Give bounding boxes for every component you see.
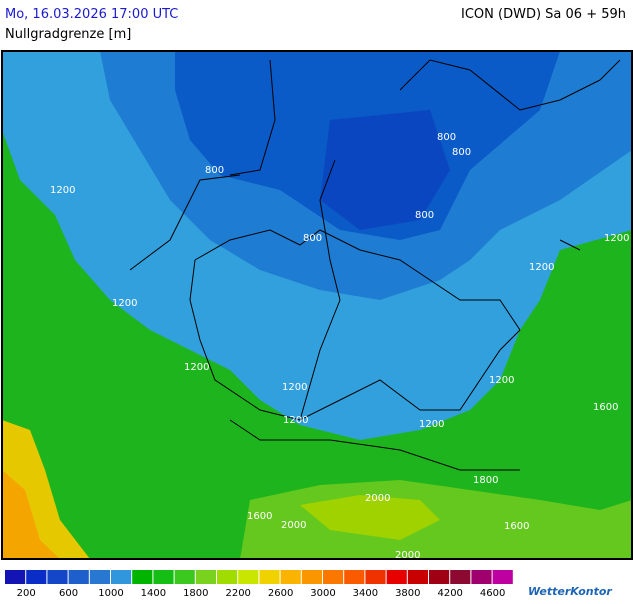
legend-label: 200 [17, 588, 36, 599]
legend-label: 4600 [480, 588, 505, 599]
legend-swatch [344, 570, 365, 584]
contour-label: 1200 [50, 185, 75, 196]
legend-swatch [217, 570, 238, 584]
legend-swatch [280, 570, 301, 584]
brand-logo: WetterKontor [528, 585, 612, 598]
legend-swatch [386, 570, 407, 584]
contour-label: 1200 [282, 382, 307, 393]
legend-swatch [471, 570, 492, 584]
legend-swatch [259, 570, 280, 584]
legend-label: 1400 [141, 588, 166, 599]
legend-swatch [323, 570, 344, 584]
legend-label: 2200 [225, 588, 250, 599]
map-frame [1, 50, 633, 560]
contour-label: 1200 [489, 375, 514, 386]
contour-label: 800 [415, 210, 434, 221]
contour-label: 1600 [593, 402, 618, 413]
alps-area [300, 495, 440, 540]
legend-swatch [365, 570, 386, 584]
border [194, 229, 521, 331]
border [189, 259, 521, 421]
legend-swatch [407, 570, 428, 584]
contour-labels: 800 800 800 800 800 1200 1200 1200 1200 … [50, 132, 629, 561]
legend: 200 600 1000 1400 1800 2200 2600 3000 3400 3800 42… [5, 570, 513, 599]
contour-label: 1600 [247, 511, 272, 522]
border [229, 419, 520, 471]
legend-swatch [450, 570, 471, 584]
contour-label: 1200 [283, 415, 308, 426]
legend-swatch [195, 570, 216, 584]
legend-swatch [89, 570, 110, 584]
contour-label: 1200 [184, 362, 209, 373]
legend-label: 3400 [353, 588, 378, 599]
legend-swatch [174, 570, 195, 584]
border [299, 159, 341, 421]
model-run: ICON (DWD) Sa 06 + 59h [461, 7, 626, 22]
contour-label: 1800 [473, 475, 498, 486]
legend-label: 1800 [183, 588, 208, 599]
legend-swatch [153, 570, 174, 584]
contour-label: 2000 [395, 550, 420, 561]
border [559, 59, 621, 251]
legend-label: 4200 [437, 588, 462, 599]
parameter: Nullgradgrenze [m] [5, 27, 131, 42]
legend-swatch [132, 570, 153, 584]
border [229, 59, 276, 176]
cold-area [320, 110, 450, 230]
contour-label: 1200 [604, 233, 629, 244]
map: 800 800 800 800 800 1200 1200 1200 1200 … [1, 50, 633, 561]
legend-swatch [68, 570, 89, 584]
legend-swatch [5, 570, 26, 584]
legend-swatch [111, 570, 132, 584]
warm-area [2, 470, 60, 559]
border [129, 174, 241, 271]
contour-label: 2000 [365, 493, 390, 504]
legend-swatch [429, 570, 450, 584]
legend-swatch [301, 570, 322, 584]
legend-swatch [47, 570, 68, 584]
contour-label: 800 [303, 233, 322, 244]
borders [129, 59, 621, 471]
legend-label: 3000 [310, 588, 335, 599]
contour-label: 2000 [281, 520, 306, 531]
contour-label: 800 [205, 165, 224, 176]
contour-label: 1200 [112, 298, 137, 309]
legend-label: 1000 [98, 588, 123, 599]
contour-label: 1600 [504, 521, 529, 532]
legend-swatch [238, 570, 259, 584]
contour-label: 800 [452, 147, 471, 158]
contour-label: 1200 [419, 419, 444, 430]
valid-time: Mo, 16.03.2026 17:00 UTC [5, 7, 178, 22]
legend-label: 2600 [268, 588, 293, 599]
legend-label: 600 [59, 588, 78, 599]
contour-label: 1200 [529, 262, 554, 273]
legend-label: 3800 [395, 588, 420, 599]
contour-label: 800 [437, 132, 456, 143]
border [399, 59, 601, 111]
legend-swatch [26, 570, 47, 584]
legend-swatch [492, 570, 513, 584]
